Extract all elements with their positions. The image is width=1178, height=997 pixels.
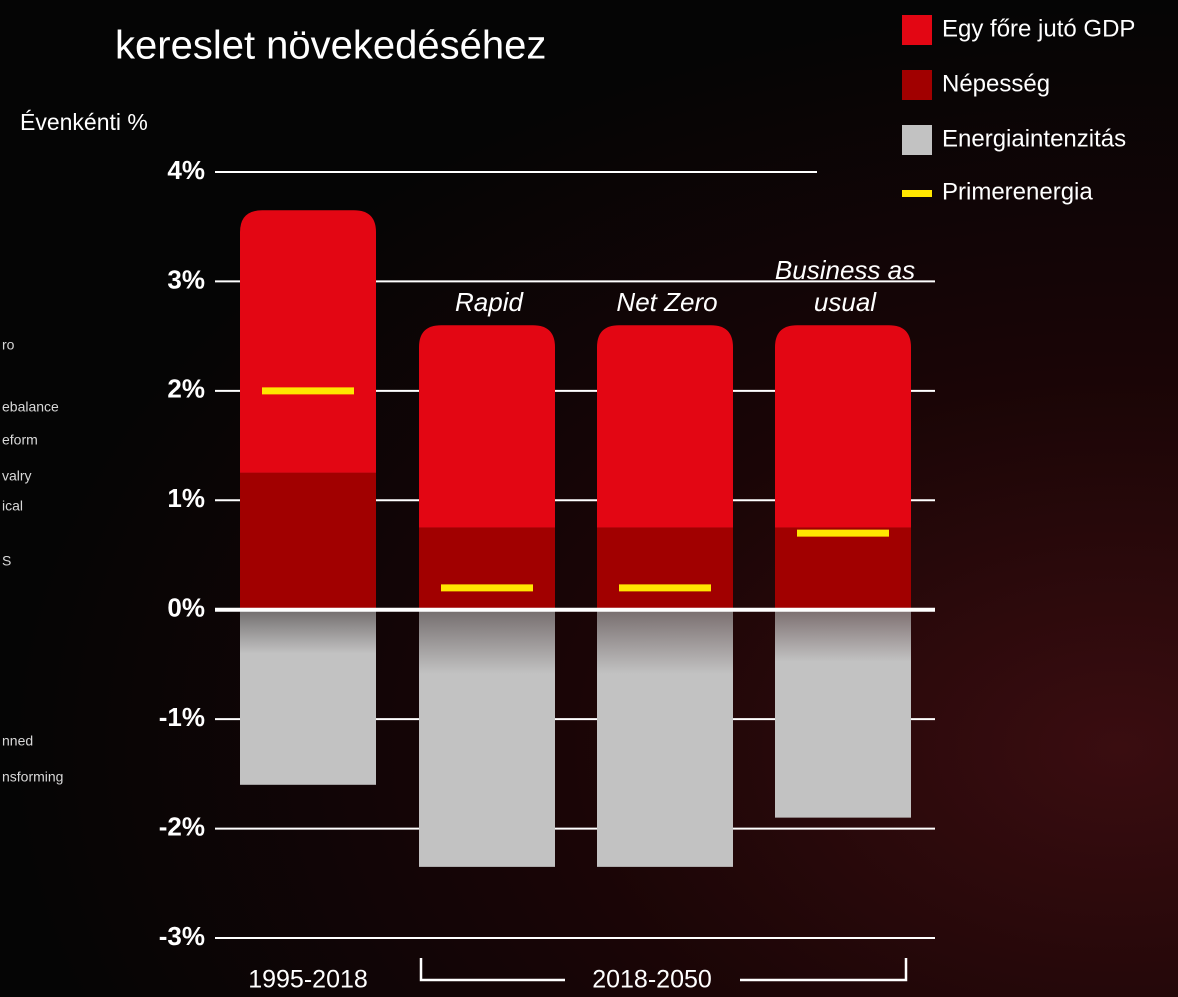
bar-segment [597,527,733,610]
legend-swatch [902,15,932,45]
y-axis-label: Évenkénti % [20,109,148,135]
category-label: Business as usual [774,255,916,317]
y-tick-label: -2% [159,811,205,841]
background-text: S [2,553,11,569]
bar-segment [775,609,911,818]
bar-segment [419,325,555,528]
background-text: ebalance [2,399,59,415]
bar-segment [419,609,555,867]
bar-segment [775,325,911,528]
y-tick-label: 1% [167,483,205,513]
bar-segment [240,210,376,473]
bar-segment [419,527,555,610]
legend-label: Energiaintenzitás [942,125,1126,152]
background-text: ro [2,337,15,353]
background-text: eform [2,432,38,448]
legend-label: Népesség [942,70,1050,97]
chart-title: kereslet növekedéséhez [115,24,546,68]
bar-segment [597,325,733,528]
background-text: nned [2,733,33,749]
y-tick-label: 0% [167,593,205,623]
legend-label: Egy főre jutó GDP [942,15,1135,42]
y-tick-label: -1% [159,702,205,732]
background-text: valry [2,468,32,484]
bar-segment [240,472,376,610]
period-label: 1995-2018 [248,966,368,994]
bar-segment [240,609,376,785]
category-label: Rapid [455,287,523,317]
y-tick-label: 2% [167,374,205,404]
legend-swatch [902,70,932,100]
legend-swatch [902,125,932,155]
legend-label: Primerenergia [942,178,1093,205]
y-tick-label: 3% [167,264,205,294]
period-label: 2018-2050 [592,966,712,994]
bracket [419,958,908,982]
category-label: Net Zero [616,287,718,317]
bar-segment [775,527,911,610]
background-text: ical [2,498,23,514]
background-text: nsforming [2,769,63,785]
y-tick-label: 4% [167,155,205,185]
y-tick-label: -3% [159,921,205,951]
legend-swatch [902,190,932,197]
bar-segment [597,609,733,867]
